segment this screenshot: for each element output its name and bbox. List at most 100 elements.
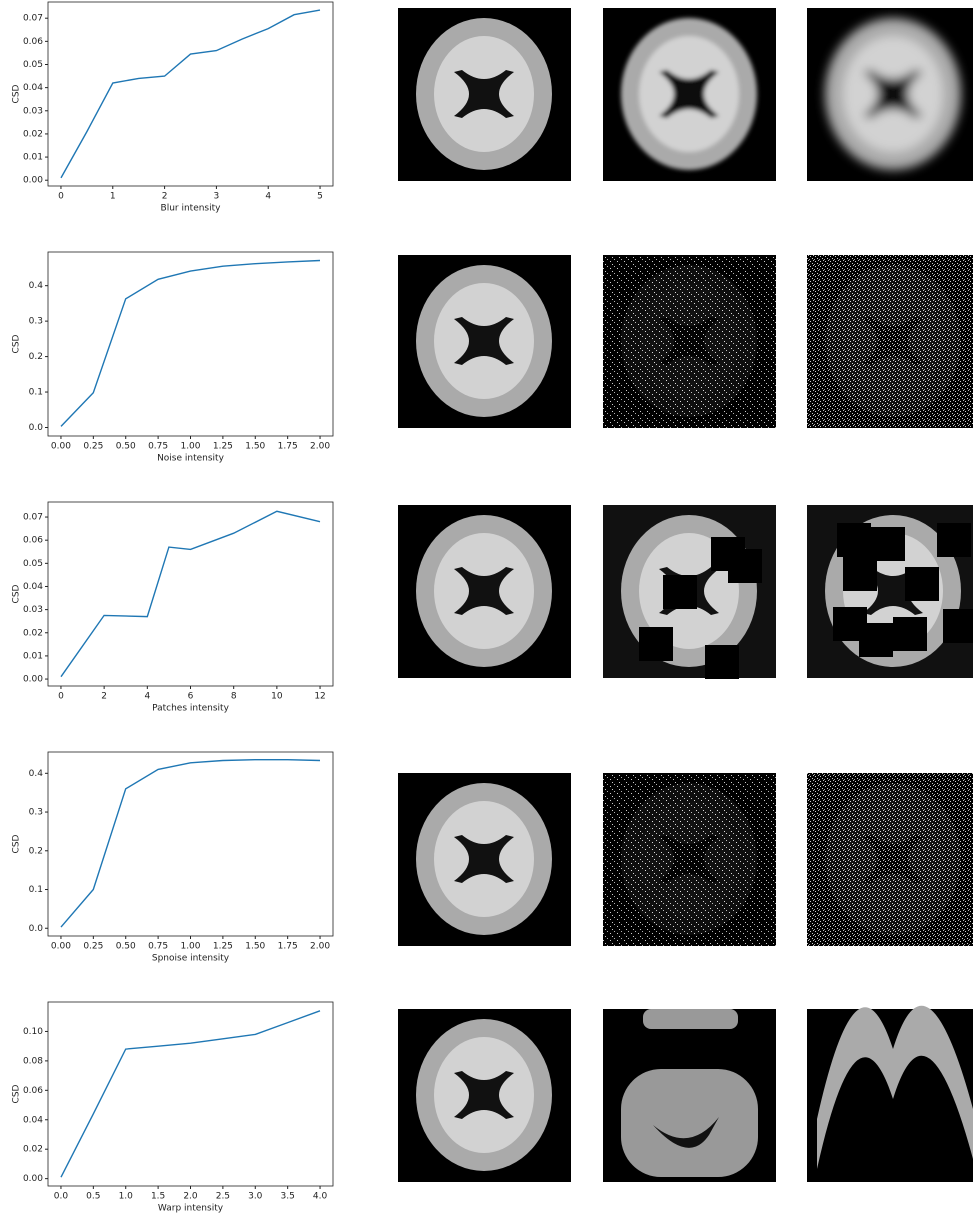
patch	[905, 567, 939, 601]
noise-overlay	[807, 255, 973, 428]
y-tick-label: 0.3	[29, 317, 43, 327]
brain-image	[603, 773, 776, 946]
y-axis-label: CSD	[12, 334, 22, 353]
y-tick-label: 0.0	[29, 924, 44, 934]
y-tick-label: 0.10	[23, 1027, 43, 1037]
x-tick-label: 1.75	[278, 942, 298, 952]
x-axis-label: Patches intensity	[152, 704, 229, 714]
x-tick-label: 0.00	[51, 442, 71, 452]
noise-overlay	[603, 773, 776, 946]
x-tick-label: 0.50	[116, 942, 136, 952]
y-tick-label: 0.01	[23, 651, 43, 661]
plot-frame	[48, 252, 333, 436]
x-tick-label: 0.25	[83, 942, 103, 952]
brain-image	[603, 8, 776, 181]
brain	[621, 18, 757, 170]
data-line	[61, 10, 320, 178]
x-tick-label: 0	[58, 192, 64, 202]
x-tick-label: 0.25	[83, 442, 103, 452]
brain	[416, 1019, 552, 1171]
noise-overlay	[807, 773, 973, 946]
y-tick-label: 0.06	[23, 37, 43, 47]
y-tick-label: 0.06	[23, 536, 43, 546]
y-tick-label: 0.2	[29, 352, 43, 362]
patch	[663, 575, 697, 609]
y-tick-label: 0.02	[23, 628, 43, 638]
x-axis-label: Spnoise intensity	[152, 954, 230, 964]
x-tick-label: 3.5	[280, 1192, 294, 1202]
patch	[843, 557, 877, 591]
x-tick-label: 0.5	[86, 1192, 100, 1202]
y-tick-label: 0.08	[23, 1056, 43, 1066]
x-tick-label: 1.25	[213, 442, 233, 452]
x-tick-label: 1.0	[119, 1192, 134, 1202]
y-axis-label: CSD	[12, 834, 22, 853]
x-tick-label: 1.75	[278, 442, 298, 452]
brain-image	[807, 255, 973, 428]
x-tick-label: 10	[271, 692, 283, 702]
x-tick-label: 1.00	[180, 942, 200, 952]
patch	[728, 549, 762, 583]
x-tick-label: 2	[101, 692, 107, 702]
data-line	[61, 760, 320, 927]
page: {"chart_data": [ {"type": "line", "ylabe…	[0, 0, 973, 1217]
y-tick-label: 0.3	[29, 808, 43, 818]
x-tick-label: 1	[110, 192, 116, 202]
y-axis-label: CSD	[12, 1084, 22, 1103]
patch	[859, 623, 893, 657]
brain-image	[603, 1009, 776, 1182]
y-tick-label: 0.00	[23, 675, 43, 685]
brain-image	[398, 1009, 571, 1182]
brain-image	[398, 773, 571, 946]
y-axis-label: CSD	[12, 584, 22, 603]
brain	[416, 18, 552, 170]
x-tick-label: 4	[265, 192, 271, 202]
y-tick-label: 0.00	[23, 1174, 43, 1184]
x-tick-label: 1.50	[245, 942, 265, 952]
y-tick-label: 0.0	[29, 423, 44, 433]
y-tick-label: 0.02	[23, 1145, 43, 1155]
y-tick-label: 0.00	[23, 176, 43, 186]
brain-image	[398, 255, 571, 428]
patch	[639, 627, 673, 661]
y-tick-label: 0.06	[23, 1086, 43, 1096]
x-tick-label: 0.75	[148, 942, 168, 952]
brain-image	[807, 1006, 973, 1182]
y-tick-label: 0.1	[29, 388, 43, 398]
x-tick-label: 0.50	[116, 442, 136, 452]
x-tick-label: 5	[317, 192, 323, 202]
brain	[416, 265, 552, 417]
x-tick-label: 0	[58, 692, 64, 702]
y-tick-label: 0.01	[23, 153, 43, 163]
x-tick-label: 2.00	[310, 942, 330, 952]
brain	[416, 515, 552, 667]
x-tick-label: 3	[214, 192, 220, 202]
x-tick-label: 1.00	[180, 442, 200, 452]
y-tick-label: 0.2	[29, 846, 43, 856]
y-axis-label: CSD	[12, 84, 22, 103]
y-tick-label: 0.05	[23, 60, 43, 70]
x-tick-label: 2.5	[216, 1192, 230, 1202]
patch	[871, 527, 905, 561]
y-tick-label: 0.03	[23, 106, 43, 116]
x-tick-label: 2.00	[310, 442, 330, 452]
patch	[893, 617, 927, 651]
warp-band	[643, 1009, 738, 1029]
warp-band	[621, 1069, 758, 1177]
data-line	[61, 1011, 320, 1177]
y-tick-label: 0.04	[23, 83, 43, 93]
x-tick-label: 6	[188, 692, 194, 702]
plot-frame	[48, 2, 333, 186]
patch	[705, 645, 739, 679]
y-tick-label: 0.1	[29, 885, 43, 895]
x-tick-label: 4.0	[313, 1192, 328, 1202]
x-tick-label: 12	[314, 692, 325, 702]
y-tick-label: 0.02	[23, 129, 43, 139]
x-tick-label: 2.0	[183, 1192, 198, 1202]
y-tick-label: 0.07	[23, 513, 43, 523]
figure: 0.000.010.020.030.040.050.060.07012345Bl…	[0, 0, 973, 1217]
x-tick-label: 3.0	[248, 1192, 263, 1202]
y-tick-label: 0.03	[23, 605, 43, 615]
plot-frame	[48, 1002, 333, 1186]
brain-image	[807, 773, 973, 946]
